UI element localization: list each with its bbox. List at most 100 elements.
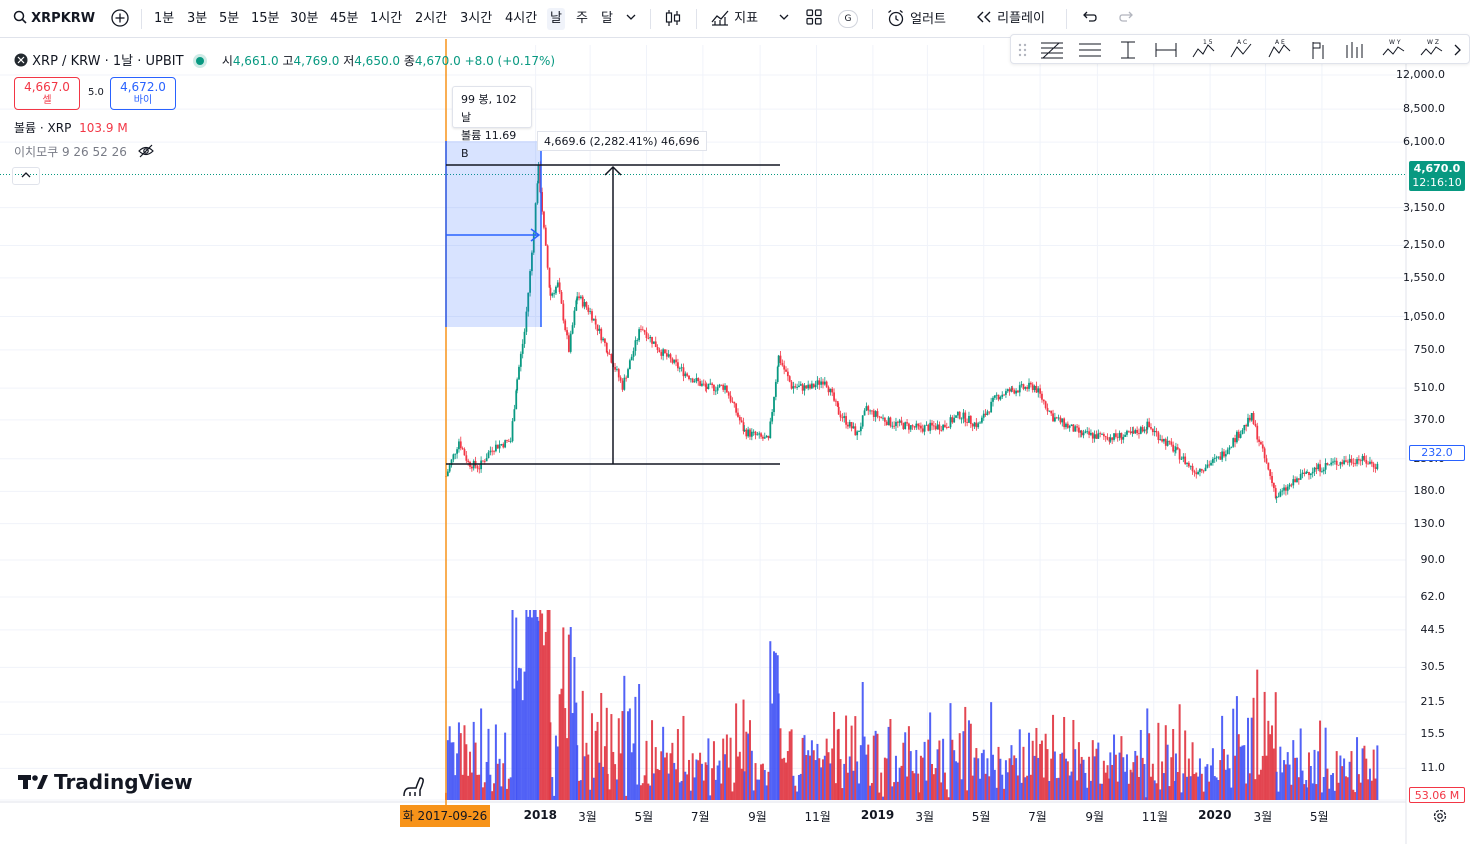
volume-bar (1153, 780, 1156, 800)
replay-button[interactable]: 리플레이 (975, 8, 1045, 30)
candle-body (859, 426, 862, 432)
candle-body (1195, 472, 1198, 475)
volume-bar (1299, 728, 1302, 800)
wave-ae-tool-icon[interactable]: A E (1267, 39, 1293, 61)
volume-bar (1132, 762, 1135, 800)
pair-label[interactable]: XRP / KRW · 1날 · UPBIT (32, 54, 184, 69)
candle-body (1126, 430, 1128, 435)
interval-45m[interactable]: 45분 (330, 11, 359, 26)
candle-body (1138, 433, 1140, 434)
volume-bar (1184, 730, 1187, 800)
buy-button[interactable]: 4,672.0 바이 (110, 77, 176, 110)
wave-wy-tool-icon[interactable]: W Y (1381, 39, 1407, 61)
compare-button[interactable] (110, 8, 130, 30)
candle-body (569, 333, 572, 352)
chart-area[interactable] (0, 39, 1470, 844)
candle-body (990, 401, 993, 413)
candle-body (518, 366, 520, 380)
alert-button[interactable]: 얼러트 (886, 8, 946, 30)
candle-body (682, 367, 685, 377)
volume-bar (1286, 752, 1289, 800)
chevron-right-icon[interactable] (1449, 39, 1470, 61)
candle-body (1082, 432, 1085, 436)
candle-body (610, 354, 613, 363)
volume-bar (1111, 764, 1114, 800)
volume-bar (605, 707, 608, 800)
candle-body (929, 422, 932, 431)
volume-bar (1202, 791, 1205, 800)
ichimoku-legend[interactable]: 이치모쿠 9 26 52 26 (14, 143, 155, 160)
candle-body (1256, 425, 1259, 440)
parallel-channel-tool-icon[interactable] (1077, 39, 1103, 61)
interval-1m[interactable]: 1분 (154, 11, 175, 26)
eye-hidden-icon[interactable] (137, 144, 155, 158)
interval-day[interactable]: 날 (547, 8, 565, 30)
g-badge-button[interactable]: G (838, 10, 858, 28)
date-range-tool-icon[interactable] (1153, 39, 1179, 61)
volume-bar (454, 775, 457, 800)
redo-button[interactable] (1118, 8, 1136, 30)
price-range-tool-icon[interactable] (1115, 39, 1141, 61)
candle-body (1109, 437, 1112, 442)
candle-body (627, 369, 629, 378)
candle-body (1294, 479, 1297, 483)
candle-body (1164, 439, 1167, 446)
wave-ac-tool-icon[interactable]: A C (1229, 39, 1255, 61)
interval-3h[interactable]: 3시간 (460, 11, 493, 26)
sell-button[interactable]: 4,667.0 셀 (14, 77, 80, 110)
volume-bar (878, 792, 881, 800)
candle-body (594, 318, 597, 325)
chart-type-button[interactable] (663, 8, 683, 30)
volume-bar (883, 757, 886, 800)
volume-bar (1374, 778, 1377, 800)
candle-body (909, 425, 912, 430)
interval-2h[interactable]: 2시간 (415, 11, 448, 26)
candle-body (705, 386, 708, 390)
open-value: 4,661.0 (232, 54, 279, 68)
volume-bar (1187, 758, 1190, 800)
volume-bar (986, 758, 989, 800)
candle-body (583, 302, 586, 307)
interval-dropdown[interactable] (625, 8, 637, 30)
candle-body (566, 330, 568, 336)
undo-button[interactable] (1080, 8, 1098, 30)
wave-wz-tool-icon[interactable]: W Z (1419, 39, 1445, 61)
candle-body (940, 429, 943, 431)
interval-30m[interactable]: 30분 (290, 11, 319, 26)
flag-tool-icon[interactable] (1305, 39, 1331, 61)
bars-pattern-tool-icon[interactable] (1343, 39, 1369, 61)
settings-gear-icon[interactable] (1432, 808, 1448, 827)
interval-month[interactable]: 달 (601, 11, 613, 26)
tradingview-logo[interactable]: TradingView (18, 770, 193, 794)
candle-body (812, 383, 815, 388)
candle-body (908, 423, 910, 430)
indicators-dropdown[interactable] (778, 8, 790, 30)
layouts-button[interactable] (805, 8, 823, 30)
candle-body (523, 331, 526, 344)
candle-body (790, 381, 793, 389)
candle-body (456, 449, 458, 454)
price-axis-label: 11.0 (1420, 761, 1446, 775)
interval-5m[interactable]: 5분 (219, 11, 240, 26)
candle-body (767, 435, 770, 439)
candle-body (822, 381, 824, 385)
indicators-icon (711, 10, 729, 26)
wave-15-tool-icon[interactable]: 1 5 (1191, 39, 1217, 61)
interval-1h[interactable]: 1시간 (370, 11, 403, 26)
volume-legend[interactable]: 볼륨 · XRP 103.9 M (14, 119, 128, 136)
volume-bar (788, 731, 791, 800)
interval-3m[interactable]: 3분 (187, 11, 208, 26)
indicators-button[interactable]: 지표 (710, 8, 758, 30)
interval-week[interactable]: 주 (576, 11, 588, 26)
volume-bar (1222, 749, 1225, 800)
fib-retracement-tool-icon[interactable] (1039, 39, 1065, 61)
candle-body (1176, 447, 1179, 450)
collapse-legend-button[interactable] (12, 167, 40, 185)
volume-bar (554, 735, 557, 800)
symbol-search-button[interactable]: XRPKRW (13, 8, 95, 30)
volume-bar (1367, 779, 1370, 800)
price-chart[interactable] (0, 39, 1470, 844)
interval-4h[interactable]: 4시간 (505, 11, 538, 26)
interval-15m[interactable]: 15분 (251, 11, 280, 26)
candle-body (714, 390, 717, 392)
